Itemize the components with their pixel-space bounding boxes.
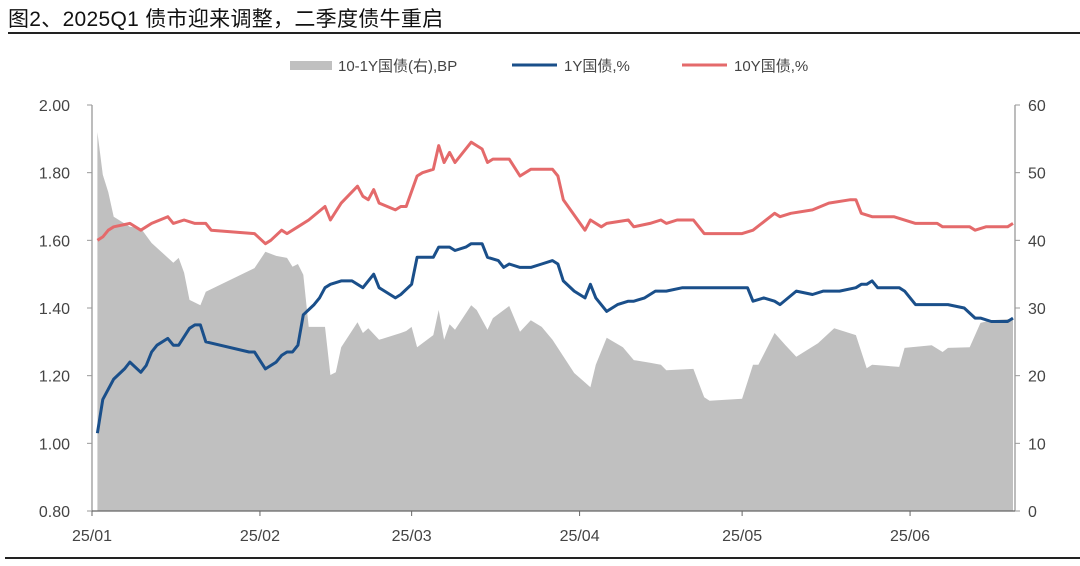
y-right-tick-label: 20 — [1028, 369, 1046, 386]
legend-swatch-spread — [290, 61, 332, 70]
y-left-tick-label: 1.40 — [39, 301, 70, 318]
y-left-tick-label: 1.20 — [39, 369, 70, 386]
title-divider — [8, 32, 1080, 34]
x-tick-label: 25/06 — [890, 528, 930, 545]
y-left-tick-label: 1.80 — [39, 166, 70, 183]
y-right-tick-label: 60 — [1028, 98, 1046, 115]
x-tick-label: 25/02 — [240, 528, 280, 545]
y-left-tick-label: 0.80 — [39, 504, 70, 521]
series-line-1y — [95, 242, 1014, 434]
x-tick-label: 25/05 — [722, 528, 762, 545]
bottom-divider — [5, 557, 1080, 559]
x-tick-label: 25/01 — [72, 528, 112, 545]
series-area-spread — [97, 132, 1013, 511]
y-left-tick-label: 1.00 — [39, 436, 70, 453]
y-left-tick-label: 1.60 — [39, 233, 70, 250]
y-left-tick-label: 2.00 — [39, 98, 70, 115]
chart-title: 图2、2025Q1 债市迎来调整，二季度债牛重启 — [8, 8, 444, 31]
series-line-10y — [96, 140, 1014, 246]
y-right-tick-label: 10 — [1028, 436, 1046, 453]
y-right-tick-label: 40 — [1028, 233, 1046, 250]
x-tick-label: 25/03 — [392, 528, 432, 545]
y-right-tick-label: 50 — [1028, 166, 1046, 183]
y-right-tick-label: 0 — [1028, 504, 1037, 521]
y-right-tick-label: 30 — [1028, 301, 1046, 318]
legend-label: 10Y国债,% — [734, 58, 808, 75]
x-tick-label: 25/04 — [560, 528, 600, 545]
legend-label: 1Y国债,% — [564, 58, 630, 75]
legend-label: 10-1Y国债(右),BP — [338, 58, 457, 75]
